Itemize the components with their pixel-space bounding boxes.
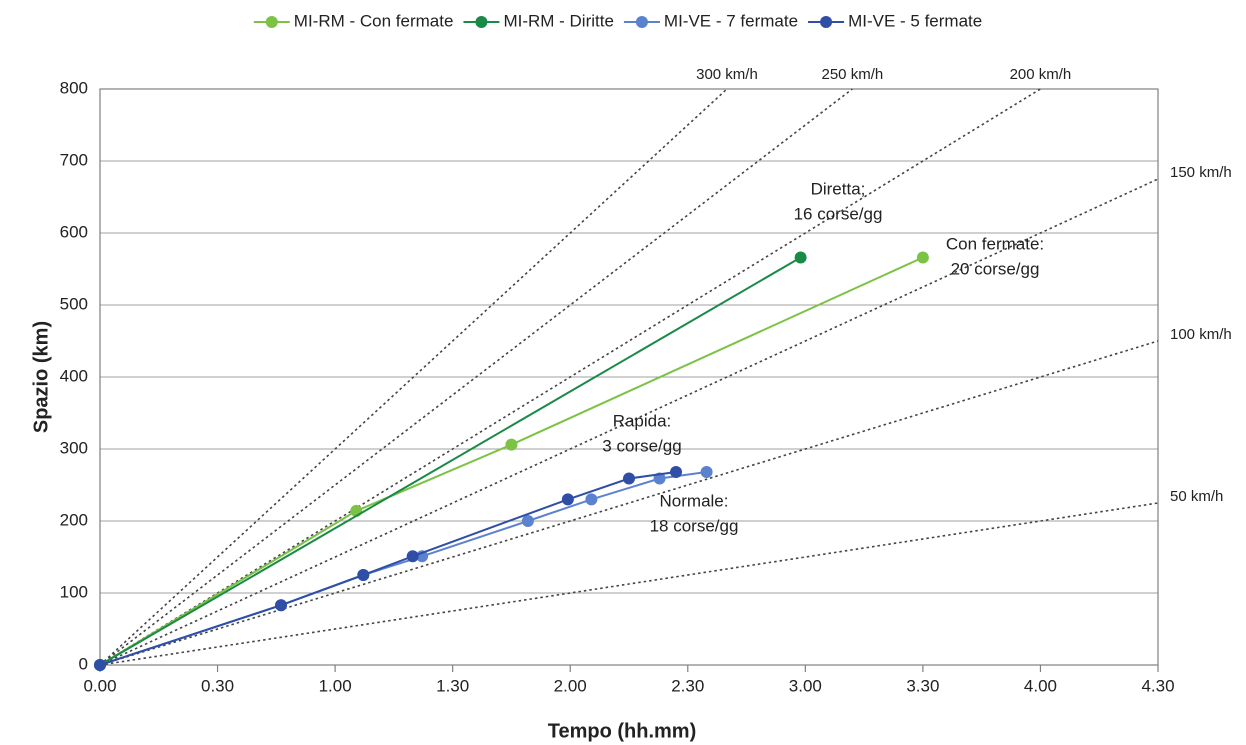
data-point — [561, 493, 574, 506]
speed-label: 100 km/h — [1170, 326, 1232, 343]
speed-label: 200 km/h — [1010, 66, 1072, 83]
series-line — [99, 256, 802, 666]
legend-label: MI-RM - Con fermate — [294, 11, 454, 30]
legend-marker — [820, 16, 833, 28]
data-point — [670, 466, 683, 479]
y-tick-label: 400 — [60, 366, 88, 385]
annotation: 16 corse/gg — [794, 204, 883, 223]
x-tick-label: 1.00 — [319, 676, 352, 695]
speed-line — [99, 88, 1041, 666]
annotation: Con fermate: — [946, 234, 1044, 253]
speed-line — [99, 88, 728, 666]
x-axis-title: Tempo (hh.mm) — [548, 720, 697, 742]
x-tick-label: 0.00 — [83, 676, 116, 695]
y-tick-label: 100 — [60, 582, 88, 601]
y-tick-label: 200 — [60, 510, 88, 529]
data-point — [357, 569, 370, 581]
legend-marker — [265, 16, 278, 28]
series-line — [99, 471, 707, 666]
y-tick-label: 700 — [60, 150, 88, 169]
data-point — [94, 659, 106, 671]
data-point — [275, 599, 288, 612]
speed-line — [99, 88, 853, 666]
y-tick-label: 0 — [79, 654, 88, 673]
data-point — [623, 472, 635, 485]
x-tick-label: 3.00 — [789, 676, 822, 695]
speed-line — [99, 178, 1159, 666]
annotation: 20 corse/gg — [951, 259, 1040, 278]
annotation: 18 corse/gg — [650, 516, 739, 535]
data-point — [794, 251, 807, 264]
speed-label: 300 km/h — [696, 66, 758, 83]
annotation: 3 corse/gg — [602, 436, 681, 455]
legend-label: MI-VE - 7 fermate — [664, 11, 798, 30]
speed-line — [99, 502, 1159, 666]
speed-line — [99, 340, 1159, 666]
data-point — [700, 466, 713, 479]
legend-marker — [635, 16, 648, 28]
y-tick-label: 800 — [60, 78, 88, 97]
legend-label: MI-RM - Diritte — [503, 11, 613, 30]
legend-label: MI-VE - 5 fermate — [848, 11, 982, 30]
data-point — [585, 493, 598, 506]
legend-marker — [475, 16, 488, 28]
x-tick-label: 0.30 — [201, 676, 234, 695]
speed-label: 150 km/h — [1170, 164, 1232, 181]
y-axis-title: Spazio (km) — [30, 321, 52, 433]
x-tick-label: 4.30 — [1141, 676, 1174, 695]
series-line — [99, 256, 924, 666]
data-point — [916, 251, 929, 264]
speed-label: 50 km/h — [1170, 488, 1223, 505]
x-tick-label: 2.30 — [671, 676, 704, 695]
y-tick-label: 600 — [60, 222, 88, 241]
annotation: Normale: — [660, 491, 729, 510]
data-point — [505, 438, 518, 451]
legend: MI-RM - Con fermate MI-RM - Diritte MI-VE … — [253, 11, 982, 30]
annotation: Rapida: — [613, 411, 672, 430]
y-tick-label: 300 — [60, 438, 88, 457]
x-tick-label: 4.00 — [1024, 676, 1057, 695]
x-tick-label: 2.00 — [554, 676, 587, 695]
x-tick-label: 1.30 — [436, 676, 469, 695]
speed-label: 250 km/h — [822, 66, 884, 83]
annotation: Diretta; — [811, 179, 866, 198]
y-tick-label: 500 — [60, 294, 88, 313]
data-point — [521, 515, 534, 527]
data-point — [406, 550, 419, 563]
plot-frame — [99, 88, 1159, 666]
x-tick-label: 3.30 — [906, 676, 939, 695]
